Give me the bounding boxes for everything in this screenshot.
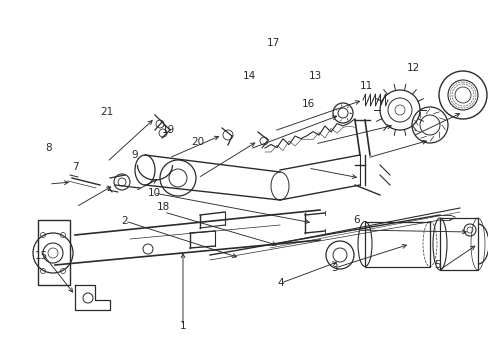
Text: 1: 1 <box>180 321 186 331</box>
Text: 19: 19 <box>162 125 175 135</box>
Text: 6: 6 <box>353 215 360 225</box>
Text: 12: 12 <box>406 63 419 73</box>
Text: 17: 17 <box>266 38 280 48</box>
Text: 18: 18 <box>157 202 170 212</box>
Text: 2: 2 <box>121 216 128 226</box>
Text: 3: 3 <box>331 263 338 273</box>
Bar <box>364 222 429 267</box>
Text: 16: 16 <box>301 99 314 109</box>
Text: 15: 15 <box>35 251 48 261</box>
Text: 4: 4 <box>277 278 284 288</box>
Text: 11: 11 <box>359 81 373 91</box>
Text: 7: 7 <box>72 162 79 172</box>
Bar <box>439 218 477 270</box>
Text: 9: 9 <box>131 150 138 160</box>
Text: 8: 8 <box>45 143 52 153</box>
Text: 20: 20 <box>191 137 204 147</box>
Text: 13: 13 <box>308 71 322 81</box>
Text: 5: 5 <box>433 260 440 270</box>
Text: 10: 10 <box>147 188 160 198</box>
Text: 21: 21 <box>100 107 113 117</box>
Text: 14: 14 <box>242 71 256 81</box>
